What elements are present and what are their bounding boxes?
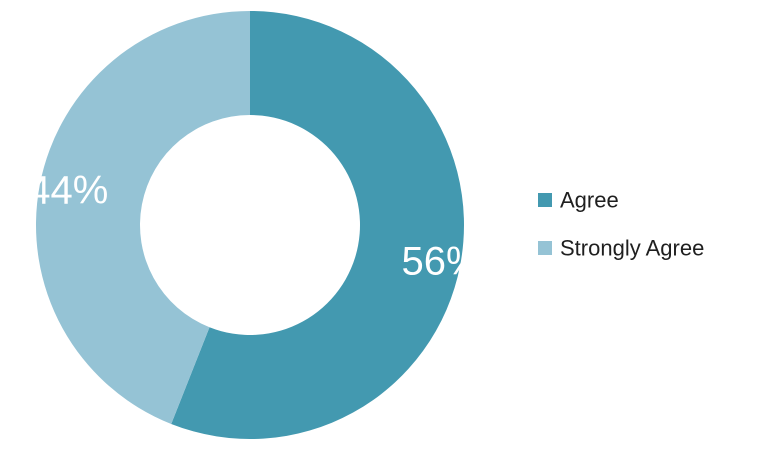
legend-label: Agree [560, 188, 619, 213]
donut-slice-strongly-agree [36, 11, 251, 424]
data-label-strongly-agree: 44% [28, 168, 108, 212]
donut-slice-agree [171, 11, 465, 439]
legend-item-strongly-agree: Strongly Agree [538, 236, 704, 261]
legend-item-agree: Agree [538, 188, 619, 213]
legend-swatch [538, 193, 552, 207]
data-label-agree: 56% [402, 240, 482, 284]
chart-legend: Agree Strongly Agree [538, 188, 704, 261]
donut-data-labels: 56% 44% [28, 168, 481, 283]
donut-slices [36, 11, 465, 439]
legend-swatch [538, 241, 552, 255]
legend-label: Strongly Agree [560, 236, 704, 261]
